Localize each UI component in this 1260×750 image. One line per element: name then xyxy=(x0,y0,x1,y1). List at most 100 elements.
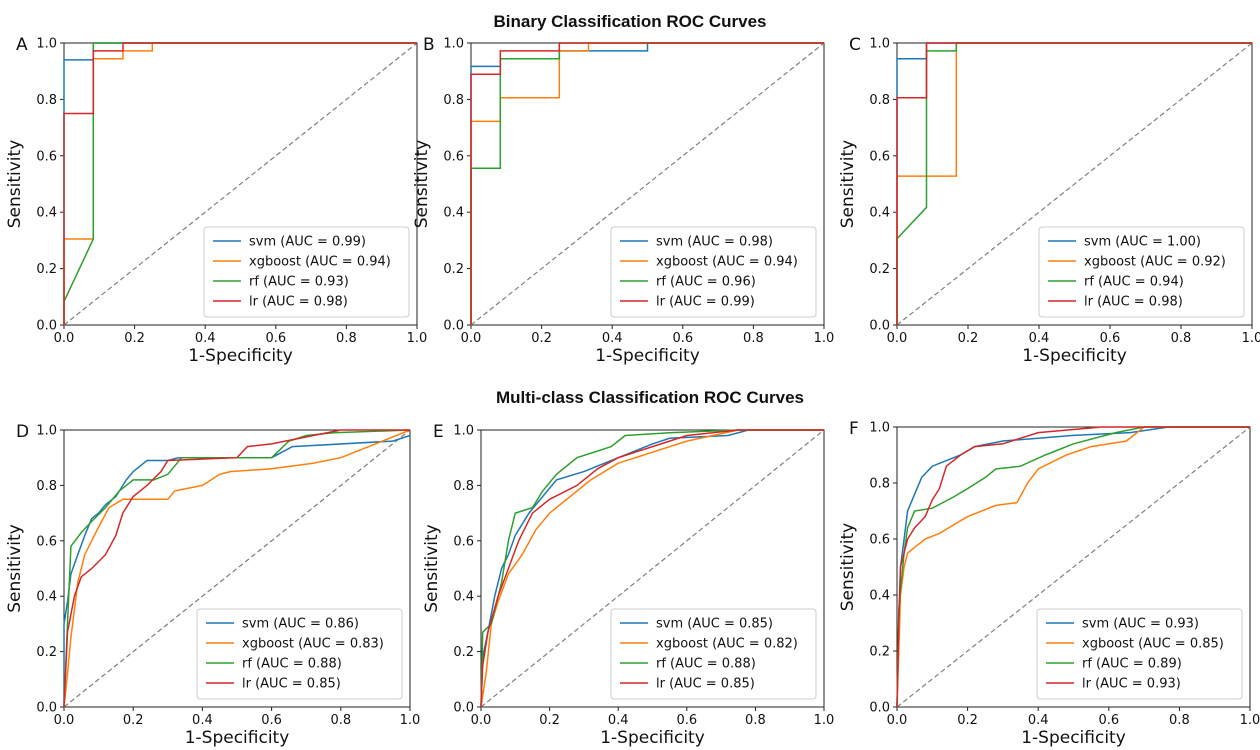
y-tick-label: 0.2 xyxy=(869,262,890,277)
roc-curve-xgboost xyxy=(480,429,824,708)
panels-container: A 0.0 0.2 0.4 0.6 0.8 1.0 0.0 0.2 0.4 0.6 0.8 1.0 1-S… xyxy=(5,35,1260,748)
legend-entry-xgboost: xgboost (AUC = 0.92) xyxy=(1084,255,1226,270)
y-tick-label: 0.6 xyxy=(453,534,474,549)
y-tick-label: 0.4 xyxy=(36,206,57,221)
y-tick-label: 0.8 xyxy=(36,479,57,494)
y-tick-label: 0.2 xyxy=(869,645,890,660)
legend-box xyxy=(203,226,410,318)
y-tick-label: 0.4 xyxy=(869,589,890,604)
x-tick-label: 0.0 xyxy=(887,331,908,346)
legend-entry-lr: lr (AUC = 0.85) xyxy=(242,677,341,692)
legend-box xyxy=(1036,608,1243,700)
multiclass-section-title: Multi-class Classification ROC Curves xyxy=(496,388,804,407)
y-tick-label: 0.8 xyxy=(443,93,464,108)
x-tick-label: 0.0 xyxy=(887,713,908,728)
roc-panel-a: A 0.0 0.2 0.4 0.6 0.8 1.0 0.0 0.2 0.4 0.6 0.8 1.0 1-S… xyxy=(5,35,427,366)
legend-entry-rf: rf (AUC = 0.94) xyxy=(1084,275,1184,290)
y-tick-label: 1.0 xyxy=(869,421,890,436)
x-axis-label: 1-Specificity xyxy=(1022,346,1127,366)
x-tick-label: 0.8 xyxy=(336,331,357,346)
y-tick-label: 1.0 xyxy=(36,37,57,52)
roc-curve-lr xyxy=(480,429,824,708)
panel-letter: F xyxy=(849,419,859,439)
x-tick-label: 0.4 xyxy=(608,713,629,728)
y-tick-label: 0.2 xyxy=(453,645,474,660)
x-tick-label: 0.2 xyxy=(539,713,560,728)
legend-entry-xgboost: xgboost (AUC = 0.94) xyxy=(249,255,391,270)
y-axis-label: Sensitivity xyxy=(838,140,858,229)
x-tick-label: 0.8 xyxy=(1171,331,1192,346)
legend-entry-xgboost: xgboost (AUC = 0.85) xyxy=(1082,637,1224,652)
y-tick-label: 0.6 xyxy=(443,149,464,164)
y-tick-label: 0.4 xyxy=(453,590,474,605)
legend-entry-xgboost: xgboost (AUC = 0.83) xyxy=(242,637,384,652)
y-tick-label: 0.0 xyxy=(453,701,474,716)
legend-entry-lr: lr (AUC = 0.99) xyxy=(656,295,755,310)
x-tick-label: 0.6 xyxy=(1098,713,1119,728)
x-tick-label: 1.0 xyxy=(1240,713,1260,728)
legend-entry-svm: svm (AUC = 0.93) xyxy=(1082,617,1199,632)
chance-diagonal xyxy=(470,42,825,326)
y-tick-label: 0.8 xyxy=(36,93,57,108)
x-tick-label: 1.0 xyxy=(1242,331,1260,346)
legend-entry-svm: svm (AUC = 0.85) xyxy=(656,617,773,632)
y-tick-label: 0.6 xyxy=(869,533,890,548)
legend-entry-lr: lr (AUC = 0.93) xyxy=(1082,677,1181,692)
y-tick-label: 0.6 xyxy=(36,534,57,549)
legend-box xyxy=(196,608,403,700)
legend-entry-rf: rf (AUC = 0.88) xyxy=(242,657,342,672)
x-tick-label: 0.8 xyxy=(1169,713,1190,728)
y-tick-label: 0.8 xyxy=(869,477,890,492)
y-tick-label: 0.2 xyxy=(36,262,57,277)
x-tick-label: 1.0 xyxy=(400,713,421,728)
legend-entry-rf: rf (AUC = 0.88) xyxy=(656,657,756,672)
y-tick-label: 0.0 xyxy=(869,319,890,334)
plot-frame xyxy=(63,429,411,708)
y-tick-label: 1.0 xyxy=(36,424,57,439)
panel-letter: D xyxy=(16,422,29,442)
roc-curve-svm xyxy=(480,429,824,708)
y-tick-label: 1.0 xyxy=(453,424,474,439)
x-axis-label: 1-Specificity xyxy=(188,346,293,366)
x-tick-label: 0.0 xyxy=(54,713,75,728)
x-tick-label: 0.8 xyxy=(330,713,351,728)
x-tick-label: 0.2 xyxy=(531,331,552,346)
roc-curve-lr xyxy=(63,42,417,325)
x-tick-label: 0.2 xyxy=(124,331,145,346)
legend-box xyxy=(610,608,817,700)
roc-curve-rf xyxy=(896,426,1250,708)
x-tick-label: 0.8 xyxy=(745,713,766,728)
roc-curve-svm xyxy=(896,426,1250,708)
chance-diagonal xyxy=(896,426,1251,708)
plot-frame xyxy=(896,426,1251,708)
legend-box xyxy=(610,226,817,318)
x-axis-label: 1-Specificity xyxy=(1021,728,1126,748)
x-axis-label: 1-Specificity xyxy=(595,346,700,366)
legend-entry-svm: svm (AUC = 0.98) xyxy=(656,235,773,250)
x-tick-label: 0.0 xyxy=(461,331,482,346)
y-axis-label: Sensitivity xyxy=(412,140,432,229)
x-tick-label: 0.2 xyxy=(123,713,144,728)
chance-diagonal xyxy=(63,42,418,326)
panel-letter: E xyxy=(433,422,444,442)
y-tick-label: 0.2 xyxy=(443,262,464,277)
roc-curve-lr xyxy=(470,42,824,325)
legend-entry-rf: rf (AUC = 0.96) xyxy=(656,275,756,290)
roc-panel-f: F 0.0 0.2 0.4 0.6 0.8 1.0 0.0 0.2 0.4 0.6 0.8 1.0 1-S… xyxy=(838,419,1260,748)
x-tick-label: 1.0 xyxy=(814,713,835,728)
legend-entry-svm: svm (AUC = 0.86) xyxy=(242,617,359,632)
x-tick-label: 0.4 xyxy=(192,713,213,728)
y-axis-label: Sensitivity xyxy=(838,523,858,612)
x-tick-label: 1.0 xyxy=(407,331,428,346)
y-tick-label: 0.4 xyxy=(36,590,57,605)
x-tick-label: 0.6 xyxy=(265,331,286,346)
x-tick-label: 0.6 xyxy=(676,713,697,728)
y-axis-label: Sensitivity xyxy=(5,140,25,229)
legend-box xyxy=(1038,226,1245,318)
legend-entry-svm: svm (AUC = 1.00) xyxy=(1084,235,1201,250)
plot-frame xyxy=(480,429,825,708)
roc-curve-xgboost xyxy=(896,426,1250,708)
roc-curve-lr xyxy=(896,426,1250,708)
chance-diagonal xyxy=(63,429,411,708)
